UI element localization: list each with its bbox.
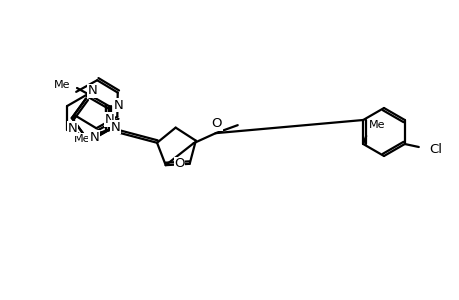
Text: N: N: [105, 113, 114, 126]
Text: N: N: [68, 122, 78, 135]
Text: O: O: [211, 117, 222, 130]
Text: N: N: [113, 98, 123, 112]
Text: Cl: Cl: [428, 142, 441, 155]
Text: S: S: [89, 131, 97, 144]
Text: Me: Me: [369, 120, 385, 130]
Text: Me: Me: [74, 134, 90, 144]
Text: N: N: [90, 131, 100, 144]
Text: N: N: [87, 84, 97, 97]
Text: N: N: [110, 121, 120, 134]
Text: O: O: [174, 157, 184, 170]
Text: Me: Me: [53, 80, 70, 90]
